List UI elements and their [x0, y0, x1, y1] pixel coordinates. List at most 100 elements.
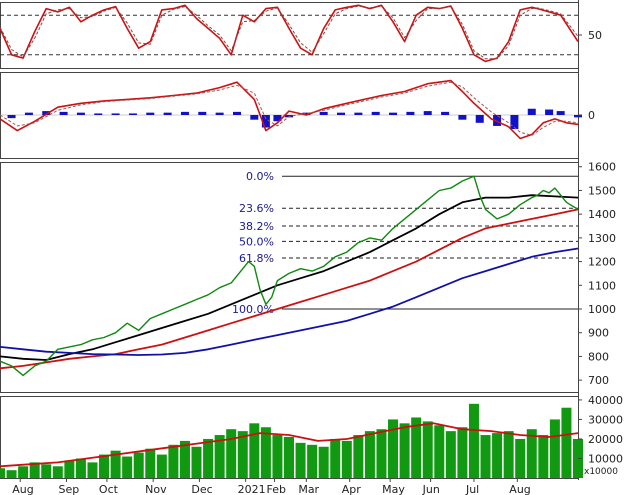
volume-bar — [457, 427, 468, 478]
volume-bar — [341, 440, 352, 478]
volume-bar — [272, 435, 283, 478]
volume-bar — [353, 435, 364, 478]
x-tick-label: 2021 — [238, 483, 266, 495]
price-line — [0, 175, 579, 377]
macd-histogram-bar — [545, 109, 554, 115]
volume-bar — [492, 433, 503, 478]
x-tick-label: Dec — [191, 483, 212, 495]
fibonacci-level-label: 100.0% — [232, 303, 274, 316]
volume-bar — [99, 454, 110, 478]
x-tick-label: Jun — [422, 483, 440, 495]
macd-histogram-bar — [24, 112, 33, 115]
volume-bar — [249, 423, 260, 478]
y-tick-label: 900 — [588, 327, 609, 340]
macd-series-1 — [0, 81, 579, 136]
volume-bar — [145, 448, 156, 478]
volume-bar — [237, 431, 248, 478]
volume-bar — [179, 440, 190, 478]
macd-histogram-bar — [319, 111, 328, 115]
x-tick-label: Aug — [12, 483, 33, 495]
volume-bar — [318, 446, 329, 478]
fibonacci-level-label: 61.8% — [239, 252, 274, 265]
macd-histogram-bar — [163, 112, 172, 115]
fibonacci-level-label: 38.2% — [239, 220, 274, 233]
volume-bar — [41, 464, 52, 478]
macd-histogram-bar — [215, 112, 224, 115]
stochastic-series-0 — [0, 4, 579, 63]
volume-bar — [411, 417, 422, 478]
volume-bar — [214, 435, 225, 478]
volume-bar — [203, 438, 214, 478]
volume-bar — [503, 431, 514, 478]
volume-bar — [468, 403, 479, 478]
macd-histogram-bar — [59, 111, 68, 115]
macd-histogram-bar — [94, 113, 103, 115]
volume-bar — [526, 429, 537, 478]
moving-average-0 — [0, 194, 579, 361]
macd-histogram-bar — [128, 113, 137, 115]
x-tick-label: Nov — [145, 483, 167, 495]
macd-histogram-bar — [180, 111, 189, 115]
volume-bar — [307, 444, 318, 478]
y-tick-label: 1200 — [588, 256, 616, 269]
volume-bar — [445, 431, 456, 478]
volume-bar — [168, 444, 179, 478]
volume-bar — [226, 429, 237, 478]
volume-bar — [561, 407, 572, 478]
volume-bar — [191, 446, 202, 478]
y-tick-label: 1400 — [588, 208, 616, 221]
macd-histogram-bar — [493, 115, 502, 126]
y-tick-label: 1000 — [588, 303, 616, 316]
volume-bar — [538, 435, 549, 478]
macd-histogram-bar — [261, 115, 270, 128]
volume-bar — [422, 421, 433, 478]
macd-histogram-bar — [302, 112, 311, 115]
macd-histogram-bar — [7, 115, 16, 119]
macd-histogram-bar — [389, 112, 398, 115]
volume-bar — [110, 450, 121, 478]
macd-histogram-bar — [111, 113, 120, 115]
macd-histogram-bar — [337, 112, 346, 115]
macd-histogram-bar — [574, 115, 582, 118]
macd-histogram-bar — [42, 111, 51, 115]
macd-series-0 — [0, 79, 579, 140]
x-tick-label: Jul — [465, 483, 479, 495]
macd-histogram-bar — [458, 115, 467, 120]
y-tick-label: 40000 — [588, 394, 623, 407]
y-tick-label: 1600 — [588, 161, 616, 174]
macd-histogram-bar — [475, 115, 484, 123]
volume-bar — [364, 431, 375, 478]
x-tick-label: Apr — [342, 483, 362, 495]
volume-bar — [75, 458, 86, 478]
volume-bar — [133, 452, 144, 478]
volume-bar — [52, 466, 63, 478]
y-tick-label: 50 — [588, 29, 602, 42]
volume-bar — [330, 438, 341, 478]
volume-bar — [6, 470, 17, 478]
volume-average-0 — [0, 422, 579, 468]
x-tick-label: May — [382, 483, 405, 495]
y-tick-label: 1300 — [588, 232, 616, 245]
volume-bar — [376, 429, 387, 478]
macd-histogram-bar — [250, 115, 259, 120]
volume-bar — [388, 419, 399, 478]
volume-bar — [480, 435, 491, 478]
x-tick-label: Mar — [298, 483, 319, 495]
volume-bar — [18, 466, 29, 478]
volume-bar — [156, 454, 167, 478]
macd-histogram-bar — [76, 112, 85, 115]
y-tick-label: 30000 — [588, 413, 623, 426]
macd-histogram-bar — [232, 111, 241, 115]
x-tick-label: Aug — [509, 483, 530, 495]
macd-histogram-bar — [423, 111, 432, 115]
y-tick-label: 1100 — [588, 279, 616, 292]
volume-bar — [122, 456, 133, 478]
volume-bar — [295, 442, 306, 478]
volume-bar — [260, 427, 271, 478]
macd-histogram-bar — [527, 108, 536, 115]
macd-histogram-bar — [273, 115, 282, 122]
macd-histogram-bar — [556, 111, 565, 115]
x-tick-label: Feb — [267, 483, 286, 495]
moving-average-1 — [0, 208, 579, 370]
